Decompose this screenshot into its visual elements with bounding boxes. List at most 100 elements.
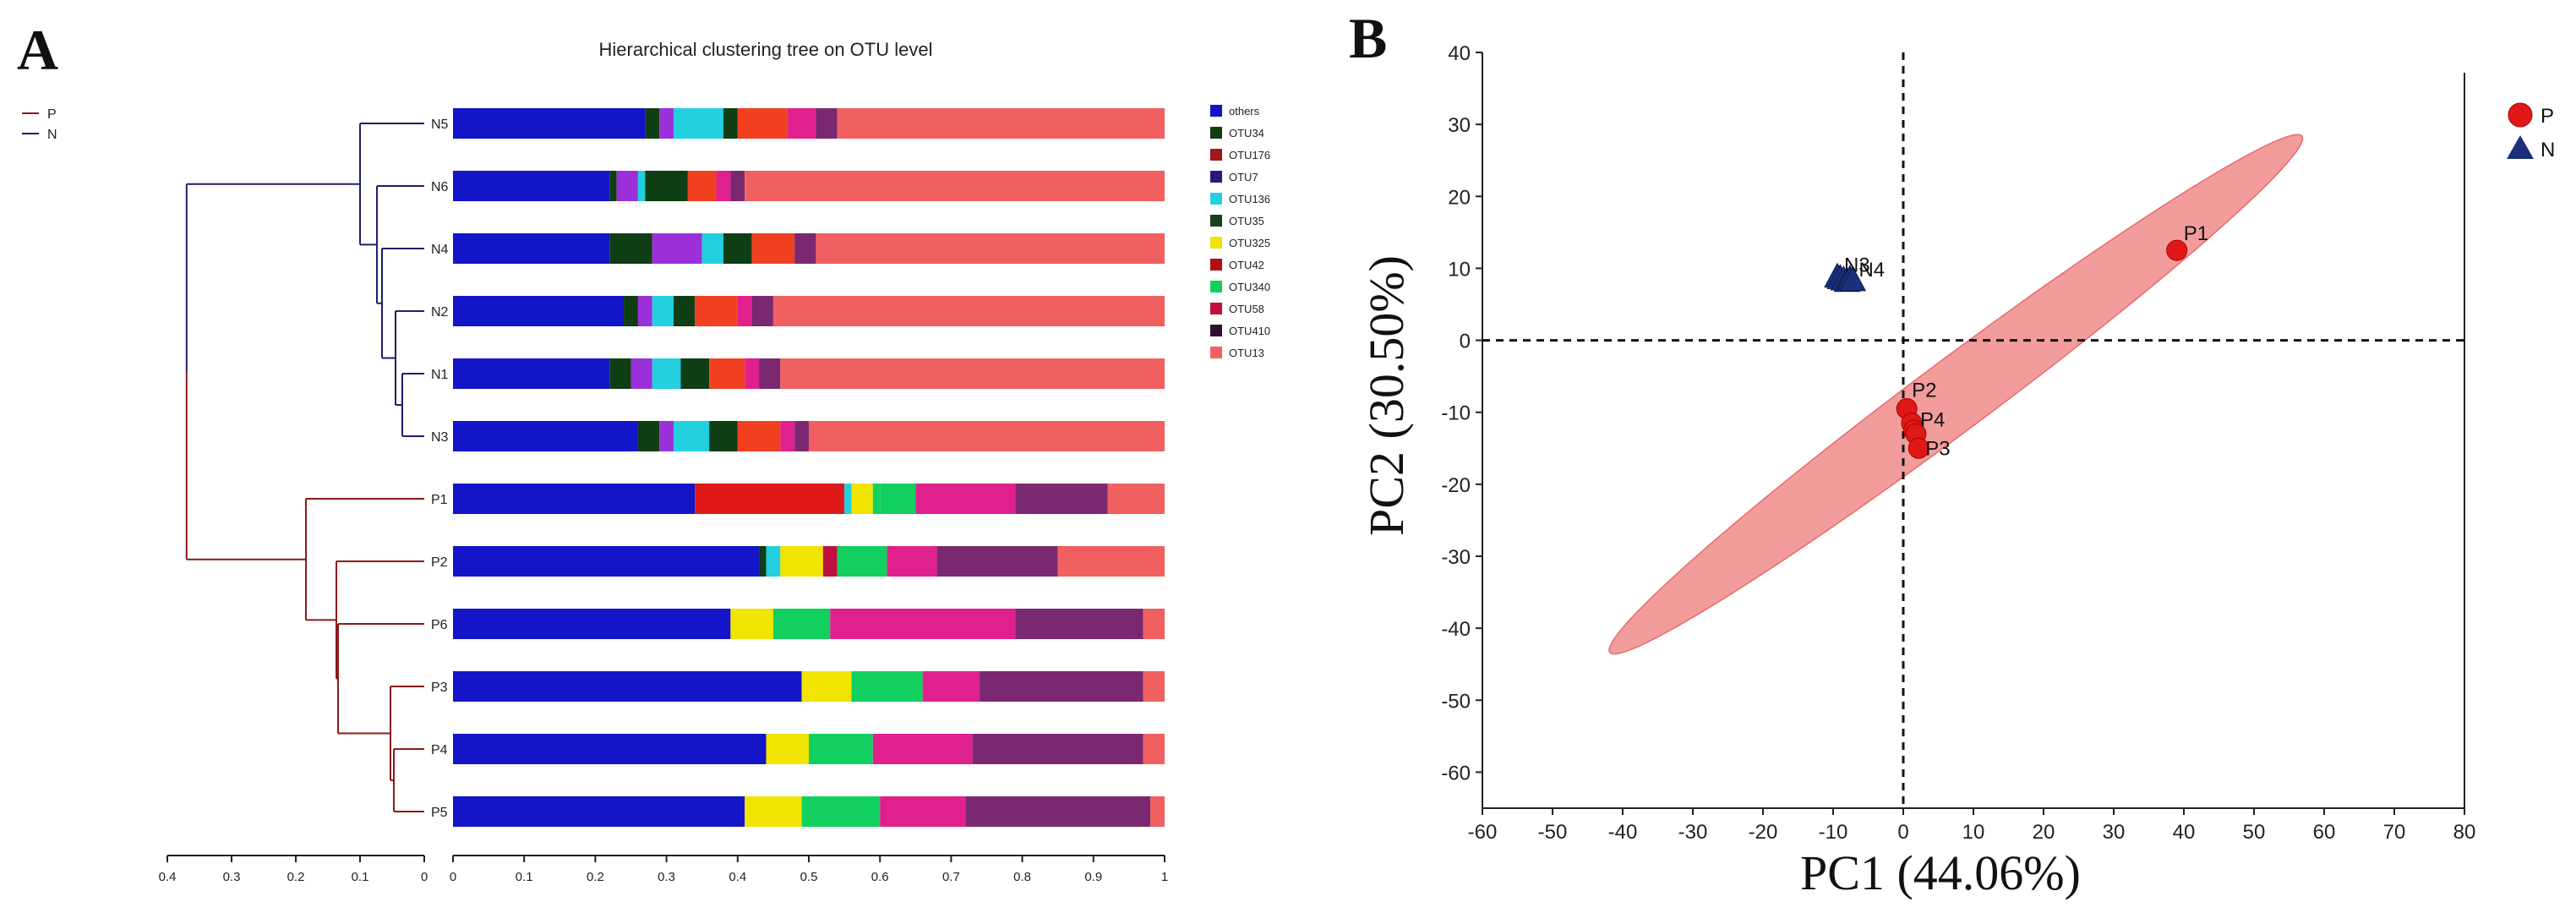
bar-segment bbox=[701, 233, 723, 264]
bar-segment bbox=[872, 484, 881, 514]
bar-segment bbox=[751, 233, 795, 264]
bar-segment bbox=[637, 171, 646, 201]
x-axis-title: PC1 (44.06%) bbox=[1800, 845, 2081, 900]
bar-segment bbox=[453, 171, 610, 201]
legend-swatch bbox=[1210, 149, 1222, 161]
legend-swatch bbox=[1210, 303, 1222, 314]
legend-swatch bbox=[1210, 347, 1222, 358]
bar-segment bbox=[809, 734, 873, 764]
bar-segment bbox=[609, 233, 652, 264]
point-label: P3 bbox=[1925, 437, 1950, 460]
bar-segment bbox=[652, 296, 674, 326]
bar-segment bbox=[745, 171, 1165, 201]
legend-label: OTU136 bbox=[1229, 193, 1270, 205]
legend-swatch bbox=[1210, 259, 1222, 271]
bar-segment bbox=[759, 358, 781, 389]
point-label: N3 bbox=[1844, 254, 1870, 277]
bar-segment bbox=[936, 546, 1058, 577]
point-label: N4 bbox=[1858, 259, 1885, 282]
bar-segment bbox=[716, 171, 731, 201]
reference-lines bbox=[1482, 52, 2464, 808]
sample-labels: N5 N6 N4 N2 N1 N3 P1 P2 P6 P3 P4 P5 bbox=[431, 118, 449, 820]
pca-axes: 40 30 20 10 0 -10 -20 -30 -40 -50 -60 -60 -50 -40 -30 -… bbox=[1441, 42, 2475, 844]
bar-tick-label: 0 bbox=[450, 870, 456, 884]
dendrogram-axis: 0.4 0.3 0.2 0.1 0 bbox=[159, 855, 428, 884]
bar-segment bbox=[709, 358, 745, 389]
x-tick-label: 10 bbox=[1962, 821, 1985, 844]
bar-tick-label: 0.3 bbox=[658, 870, 675, 884]
bar-segment bbox=[453, 296, 625, 326]
panel-a-label: A bbox=[17, 18, 58, 82]
bar-segment bbox=[851, 484, 873, 514]
bar-segment bbox=[922, 671, 980, 702]
sample-label: P1 bbox=[431, 493, 448, 507]
sample-label: P3 bbox=[431, 681, 448, 695]
dendrogram-tick-label: 0.2 bbox=[287, 870, 305, 884]
bar-segment bbox=[609, 171, 617, 201]
bar-segment bbox=[830, 609, 1016, 639]
bar-segment bbox=[787, 108, 816, 139]
bar-segment bbox=[616, 171, 638, 201]
y-axis-title: PC2 (30.50%) bbox=[1359, 255, 1414, 536]
bar-segment bbox=[915, 484, 1016, 514]
pca-legend-label: N bbox=[2541, 139, 2555, 161]
legend-swatch bbox=[1210, 193, 1222, 205]
p-group-ellipse bbox=[1608, 134, 2304, 655]
dendrogram-tick-label: 0.4 bbox=[159, 870, 177, 884]
bar-segment bbox=[624, 296, 638, 326]
legend-label: OTU35 bbox=[1229, 215, 1264, 227]
y-tick-label: 40 bbox=[1448, 42, 1471, 65]
bar-segment bbox=[851, 671, 923, 702]
bar-segment bbox=[759, 546, 767, 577]
sample-label: N5 bbox=[431, 118, 449, 132]
legend-label: OTU34 bbox=[1229, 127, 1264, 139]
bar-tick-label: 0.1 bbox=[516, 870, 533, 884]
bar-segment bbox=[453, 796, 745, 827]
x-tick-label: -60 bbox=[1468, 821, 1498, 844]
bar-segment bbox=[801, 671, 852, 702]
bar-segment bbox=[816, 233, 1165, 264]
p-point-circle bbox=[2166, 239, 2188, 261]
x-tick-label: 30 bbox=[2103, 821, 2126, 844]
p-point-circle bbox=[1907, 437, 1929, 459]
y-tick-label: 30 bbox=[1448, 114, 1471, 137]
bar-segment bbox=[751, 296, 773, 326]
bar-segment bbox=[1143, 609, 1165, 639]
bar-tick-label: 0.2 bbox=[587, 870, 604, 884]
bar-segment bbox=[880, 796, 966, 827]
bar-segment bbox=[709, 421, 738, 451]
sample-label: N4 bbox=[431, 243, 449, 257]
bar-segment bbox=[766, 546, 781, 577]
bar-segment bbox=[637, 421, 660, 451]
bar-segment bbox=[723, 108, 738, 139]
bar-segment bbox=[659, 421, 674, 451]
bar-segment bbox=[695, 484, 845, 514]
x-tick-label: -30 bbox=[1678, 821, 1708, 844]
legend-swatch bbox=[1210, 215, 1222, 227]
x-tick-label: 50 bbox=[2243, 821, 2266, 844]
bar-segment bbox=[872, 734, 973, 764]
legend-label: OTU13 bbox=[1229, 347, 1264, 359]
point-label: P4 bbox=[1920, 408, 1945, 431]
bar-segment bbox=[453, 734, 767, 764]
bar-segment bbox=[1107, 484, 1165, 514]
dendrogram-tick-label: 0 bbox=[421, 870, 428, 884]
bar-segment bbox=[687, 171, 717, 201]
y-tick-label: -40 bbox=[1441, 618, 1471, 641]
y-tick-label: -50 bbox=[1441, 690, 1471, 713]
bar-segment bbox=[794, 233, 816, 264]
bar-segment bbox=[837, 546, 887, 577]
bar-segment bbox=[652, 233, 702, 264]
sample-label: N6 bbox=[431, 180, 449, 194]
x-tick-label: -50 bbox=[1538, 821, 1568, 844]
dendrogram-tick-label: 0.1 bbox=[352, 870, 369, 884]
legend-p-marker bbox=[2508, 102, 2533, 128]
bar-segment bbox=[745, 796, 802, 827]
group-legend-label: N bbox=[47, 128, 57, 142]
x-tick-label: 40 bbox=[2173, 821, 2196, 844]
x-tick-label: 70 bbox=[2383, 821, 2406, 844]
bar-segment bbox=[816, 108, 838, 139]
dendrogram bbox=[185, 123, 424, 812]
y-tick-label: 20 bbox=[1448, 186, 1471, 209]
panel-b-pca-chart: 40 30 20 10 0 -10 -20 -30 -40 -50 -60 -60 -50 -40 -30 -… bbox=[1359, 42, 2555, 900]
